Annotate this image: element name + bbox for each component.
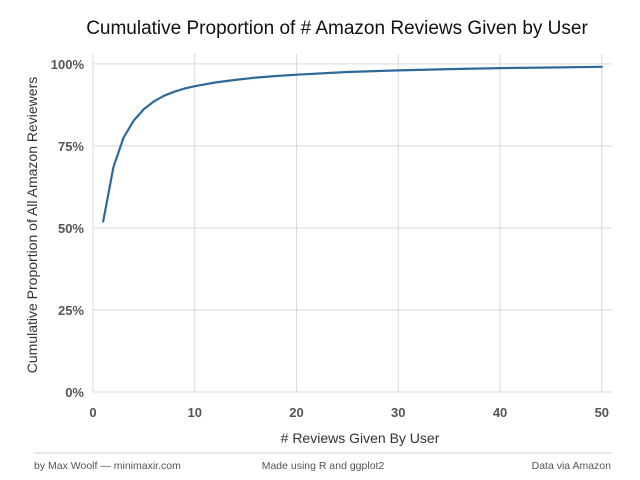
y-gridlines [93, 63, 612, 393]
y-tick-label: 25% [58, 303, 84, 318]
y-tick-label: 75% [58, 139, 84, 154]
y-axis-title: Cumulative Proportion of All Amazon Revi… [24, 77, 40, 373]
series-layer [102, 65, 603, 223]
footer-source: Data via Amazon [532, 460, 612, 472]
x-tick-label: 10 [188, 405, 202, 420]
y-tick-label: 100% [51, 57, 85, 72]
x-axis-title: # Reviews Given By User [281, 430, 440, 446]
series-line [102, 65, 603, 223]
x-gridlines [92, 54, 603, 392]
y-tick-label: 0% [65, 385, 84, 400]
x-tick-label: 30 [391, 405, 405, 420]
x-tick-labels: 0 10 20 30 40 50 [89, 405, 609, 420]
x-tick-label: 0 [89, 405, 96, 420]
chart-title: Cumulative Proportion of # Amazon Review… [86, 18, 588, 39]
y-tick-label: 50% [58, 221, 84, 236]
x-tick-label: 40 [493, 405, 507, 420]
footer-tool: Made using R and ggplot2 [262, 460, 385, 472]
x-tick-label: 50 [595, 405, 609, 420]
x-tick-label: 20 [289, 405, 303, 420]
y-tick-labels: 0% 25% 50% 75% 100% [51, 57, 85, 400]
footer-credit: by Max Woolf — minimaxir.com [34, 460, 181, 472]
